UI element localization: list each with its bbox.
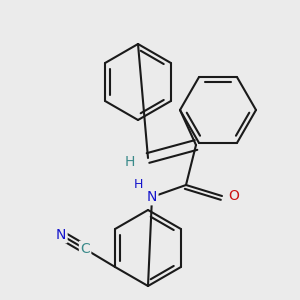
Text: O: O [229,189,239,203]
Text: N: N [147,190,157,204]
Text: H: H [125,155,135,169]
Text: N: N [56,228,66,242]
Text: C: C [80,242,90,256]
Text: H: H [133,178,143,191]
